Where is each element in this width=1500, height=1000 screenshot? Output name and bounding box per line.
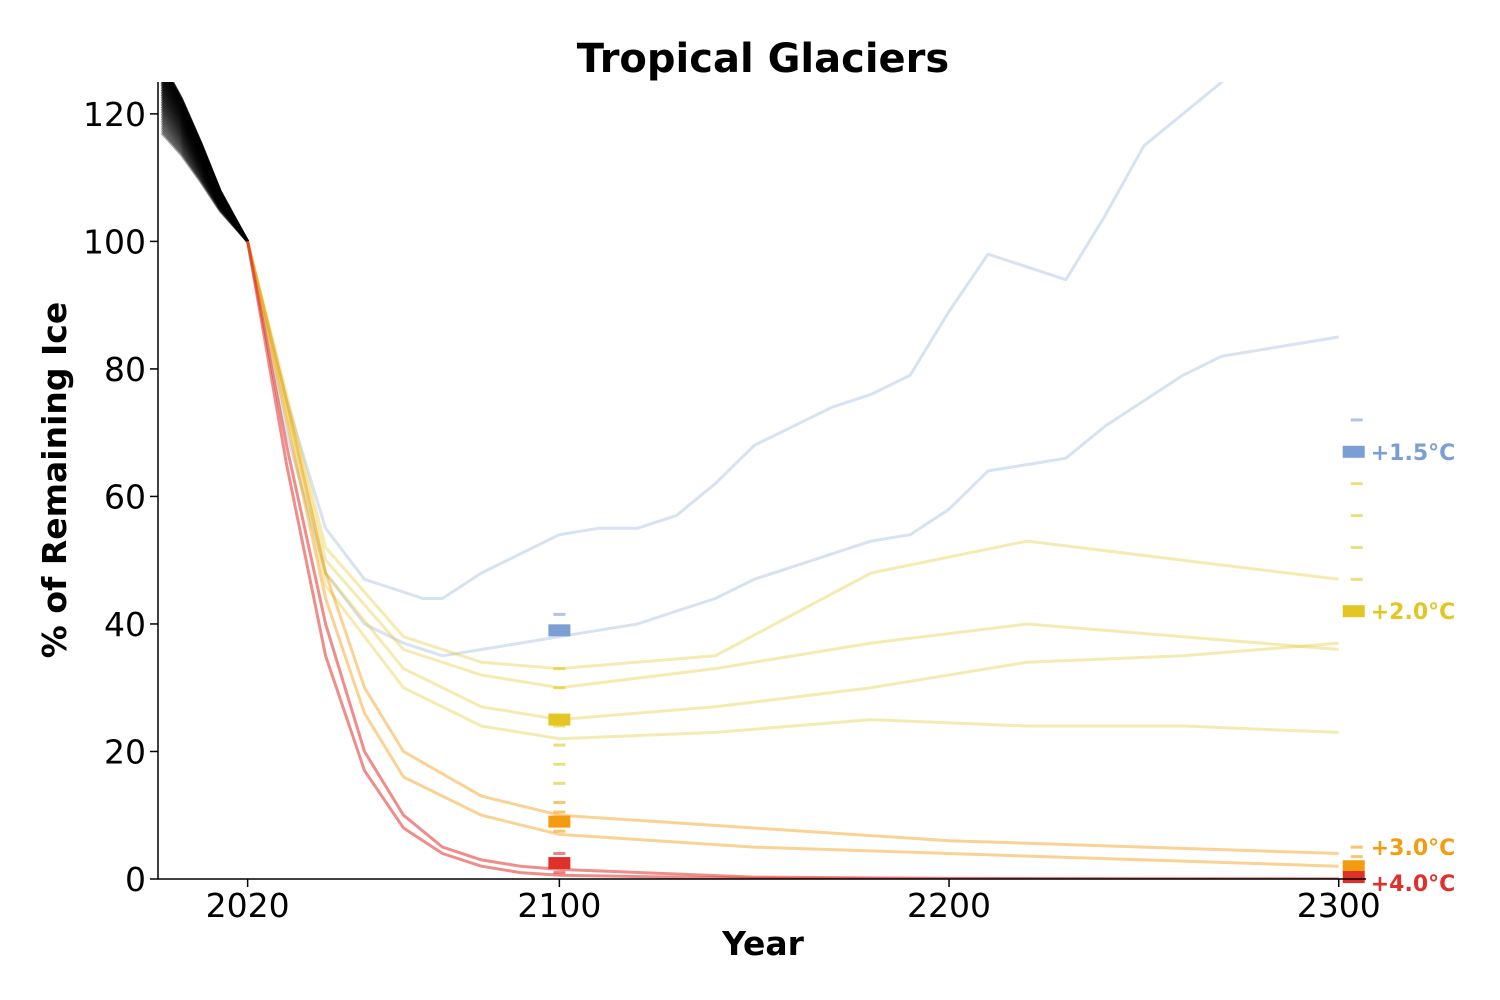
projection-line bbox=[246, 241, 1339, 671]
marker-2100-tick bbox=[553, 800, 566, 804]
y-tick-label: 40 bbox=[104, 605, 146, 644]
marker-2100-tick bbox=[553, 724, 566, 728]
projection-line bbox=[246, 82, 1225, 600]
marker-2100-tick bbox=[553, 612, 566, 616]
marker-2300-median bbox=[1342, 445, 1365, 458]
scenario-labels: +1.5°C +2.0°C +3.0°C +4.0°C bbox=[1371, 441, 1456, 897]
projection-line bbox=[246, 241, 1339, 879]
marker-2100-tick bbox=[553, 871, 566, 875]
scenario-label: +3.0°C bbox=[1371, 836, 1456, 861]
projection-line bbox=[246, 241, 1339, 658]
historical-line bbox=[160, 129, 249, 243]
y-ticks: 0 20 40 60 80 100 120 bbox=[83, 95, 158, 899]
historical-line bbox=[170, 82, 249, 243]
markers-2300 bbox=[1342, 418, 1365, 884]
scenario-lines bbox=[246, 82, 1339, 879]
marker-2100-tick bbox=[553, 781, 566, 785]
markers-2100 bbox=[548, 612, 571, 875]
scenario-label: +2.0°C bbox=[1371, 600, 1456, 625]
y-axis-label: % of Remaining Ice bbox=[35, 302, 74, 658]
marker-2300-tick bbox=[1350, 545, 1363, 549]
historical-lines bbox=[160, 82, 249, 243]
x-tick-label: 2200 bbox=[907, 886, 991, 925]
projection-line bbox=[246, 241, 1339, 741]
marker-2100-tick bbox=[553, 686, 566, 690]
marker-2300-median bbox=[1342, 871, 1365, 884]
projection-line bbox=[246, 241, 1339, 722]
marker-2300-median bbox=[1342, 605, 1365, 618]
marker-2300-tick bbox=[1350, 482, 1363, 486]
y-tick-label: 20 bbox=[104, 732, 146, 771]
projection-line bbox=[246, 241, 1339, 868]
y-tick-label: 100 bbox=[83, 222, 146, 261]
x-tick-label: 2300 bbox=[1297, 886, 1381, 925]
marker-2300-tick bbox=[1350, 577, 1363, 581]
marker-2100-median bbox=[548, 624, 571, 637]
x-ticks: 2020 2100 2200 2300 bbox=[206, 879, 1381, 925]
marker-2100-median bbox=[548, 713, 571, 726]
marker-2300-tick bbox=[1350, 855, 1363, 859]
projection-line bbox=[246, 241, 1339, 690]
marker-2100-tick bbox=[553, 810, 566, 814]
marker-2300-median bbox=[1342, 860, 1365, 873]
projection-line bbox=[246, 241, 1339, 855]
marker-2100-tick bbox=[553, 743, 566, 747]
marker-2100-median bbox=[548, 857, 571, 870]
marker-2100-tick bbox=[553, 762, 566, 766]
marker-2100-tick bbox=[553, 667, 566, 671]
historical-line bbox=[160, 124, 249, 243]
x-tick-label: 2020 bbox=[206, 886, 290, 925]
y-tick-label: 60 bbox=[104, 477, 146, 516]
x-tick-label: 2100 bbox=[517, 886, 601, 925]
marker-2300-tick bbox=[1350, 514, 1363, 518]
marker-2300-tick bbox=[1350, 845, 1363, 849]
marker-2100-tick bbox=[553, 829, 566, 833]
historical-line bbox=[160, 127, 249, 243]
chart-title: Tropical Glaciers bbox=[577, 36, 949, 82]
marker-2300-tick bbox=[1350, 418, 1363, 422]
historical-line bbox=[160, 131, 249, 243]
y-tick-label: 120 bbox=[83, 95, 146, 134]
y-tick-label: 80 bbox=[104, 350, 146, 389]
y-tick-label: 0 bbox=[125, 860, 146, 899]
marker-2100-median bbox=[548, 815, 571, 828]
marker-2100-tick bbox=[553, 851, 566, 855]
x-axis-label: Year bbox=[721, 924, 805, 963]
scenario-label: +4.0°C bbox=[1371, 872, 1456, 897]
scenario-label: +1.5°C bbox=[1371, 441, 1456, 466]
